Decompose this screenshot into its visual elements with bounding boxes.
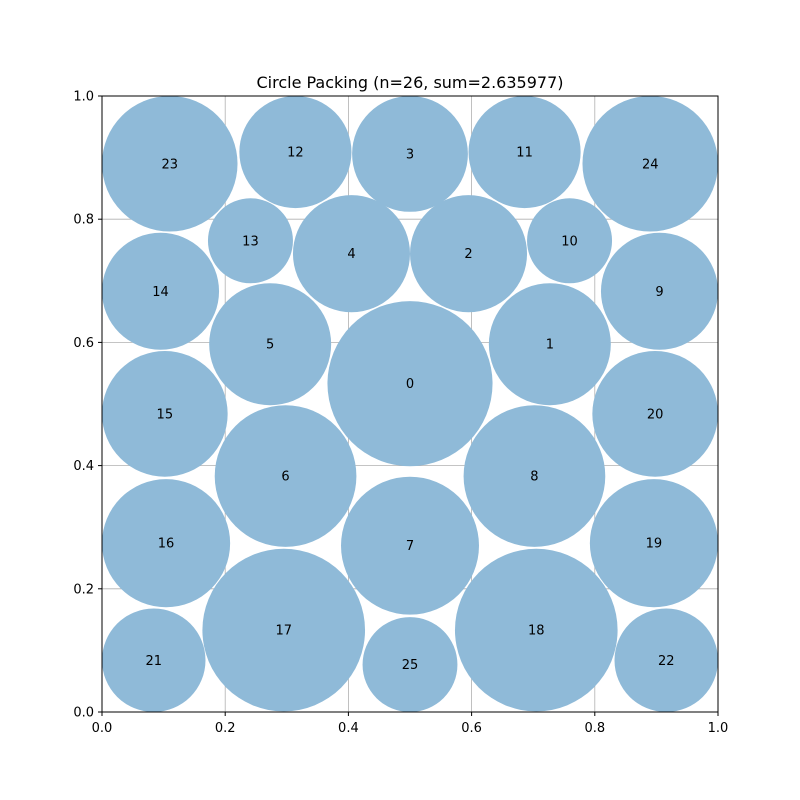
circle-label-2: 2 (464, 247, 472, 262)
circle-label-12: 12 (287, 146, 304, 161)
circle-label-10: 10 (561, 234, 578, 249)
packed-circle-10 (527, 198, 613, 284)
circle-label-0: 0 (406, 377, 414, 392)
packed-circle-11 (468, 96, 581, 209)
circle-label-20: 20 (647, 407, 664, 422)
plot-area-frame (101, 95, 719, 713)
y-tick-label: 1.0 (73, 90, 94, 105)
packed-circle-5 (209, 283, 332, 406)
circles-layer (102, 96, 718, 712)
packed-circle-22 (614, 608, 718, 712)
circle-label-1: 1 (546, 338, 554, 353)
circle-label-8: 8 (530, 470, 538, 485)
packed-circle-20 (592, 351, 718, 477)
x-tick-label: 0.2 (215, 721, 236, 736)
x-tick-label: 0.0 (92, 721, 113, 736)
circle-label-13: 13 (242, 234, 259, 249)
circle-label-21: 21 (145, 654, 162, 669)
circle-label-18: 18 (528, 624, 545, 639)
packed-circle-24 (582, 96, 718, 232)
circle-label-19: 19 (646, 537, 663, 552)
packed-circle-3 (352, 96, 468, 212)
packed-circle-15 (102, 351, 228, 477)
packed-circle-16 (102, 479, 231, 608)
x-tick-label: 0.6 (461, 721, 482, 736)
y-tick-label: 0.0 (73, 706, 94, 721)
circle-label-17: 17 (275, 624, 292, 639)
x-tick-label: 0.4 (338, 721, 359, 736)
packed-circle-7 (341, 476, 479, 615)
packed-circle-4 (292, 195, 411, 313)
y-tick-label: 0.6 (73, 336, 94, 351)
y-tick-label: 0.2 (73, 582, 94, 597)
circle-label-6: 6 (281, 470, 289, 485)
circle-label-25: 25 (402, 658, 419, 673)
packed-circle-6 (214, 405, 357, 547)
circle-label-14: 14 (152, 285, 169, 300)
y-tick-label: 0.8 (73, 213, 94, 228)
packed-circle-0 (327, 301, 493, 467)
circle-label-9: 9 (655, 285, 663, 300)
circle-label-16: 16 (158, 537, 175, 552)
packed-circle-1 (488, 283, 611, 406)
circle-label-23: 23 (161, 157, 178, 172)
axis-ticks: 0.0 0.2 0.4 0.6 0.8 1.0 0.0 0.2 0.4 0.6 0.8 1.0 (73, 90, 728, 737)
x-tick-label: 0.8 (584, 721, 605, 736)
packed-circle-14 (102, 232, 220, 350)
packed-circle-2 (410, 195, 528, 313)
packed-circle-21 (102, 608, 206, 712)
y-tick-label: 0.4 (73, 459, 94, 474)
circle-label-5: 5 (266, 338, 274, 353)
circle-label-3: 3 (406, 147, 414, 162)
packed-circle-19 (589, 479, 718, 608)
packed-circle-8 (463, 405, 606, 547)
circle-label-24: 24 (642, 157, 659, 172)
packed-circle-23 (102, 96, 238, 232)
packed-circle-12 (239, 96, 352, 209)
circle-label-7: 7 (406, 539, 414, 554)
packed-circle-13 (207, 198, 293, 284)
x-tick-label: 1.0 (708, 721, 729, 736)
circle-label-22: 22 (658, 654, 675, 669)
circle-label-4: 4 (347, 247, 355, 262)
circle-label-15: 15 (157, 407, 174, 422)
circle-label-11: 11 (516, 146, 533, 161)
packed-circle-18 (454, 548, 618, 712)
packed-circle-9 (600, 232, 718, 350)
chart-title: Circle Packing (n=26, sum=2.635977) (256, 73, 563, 92)
packed-circle-25 (362, 617, 458, 712)
packed-circle-17 (202, 548, 366, 712)
